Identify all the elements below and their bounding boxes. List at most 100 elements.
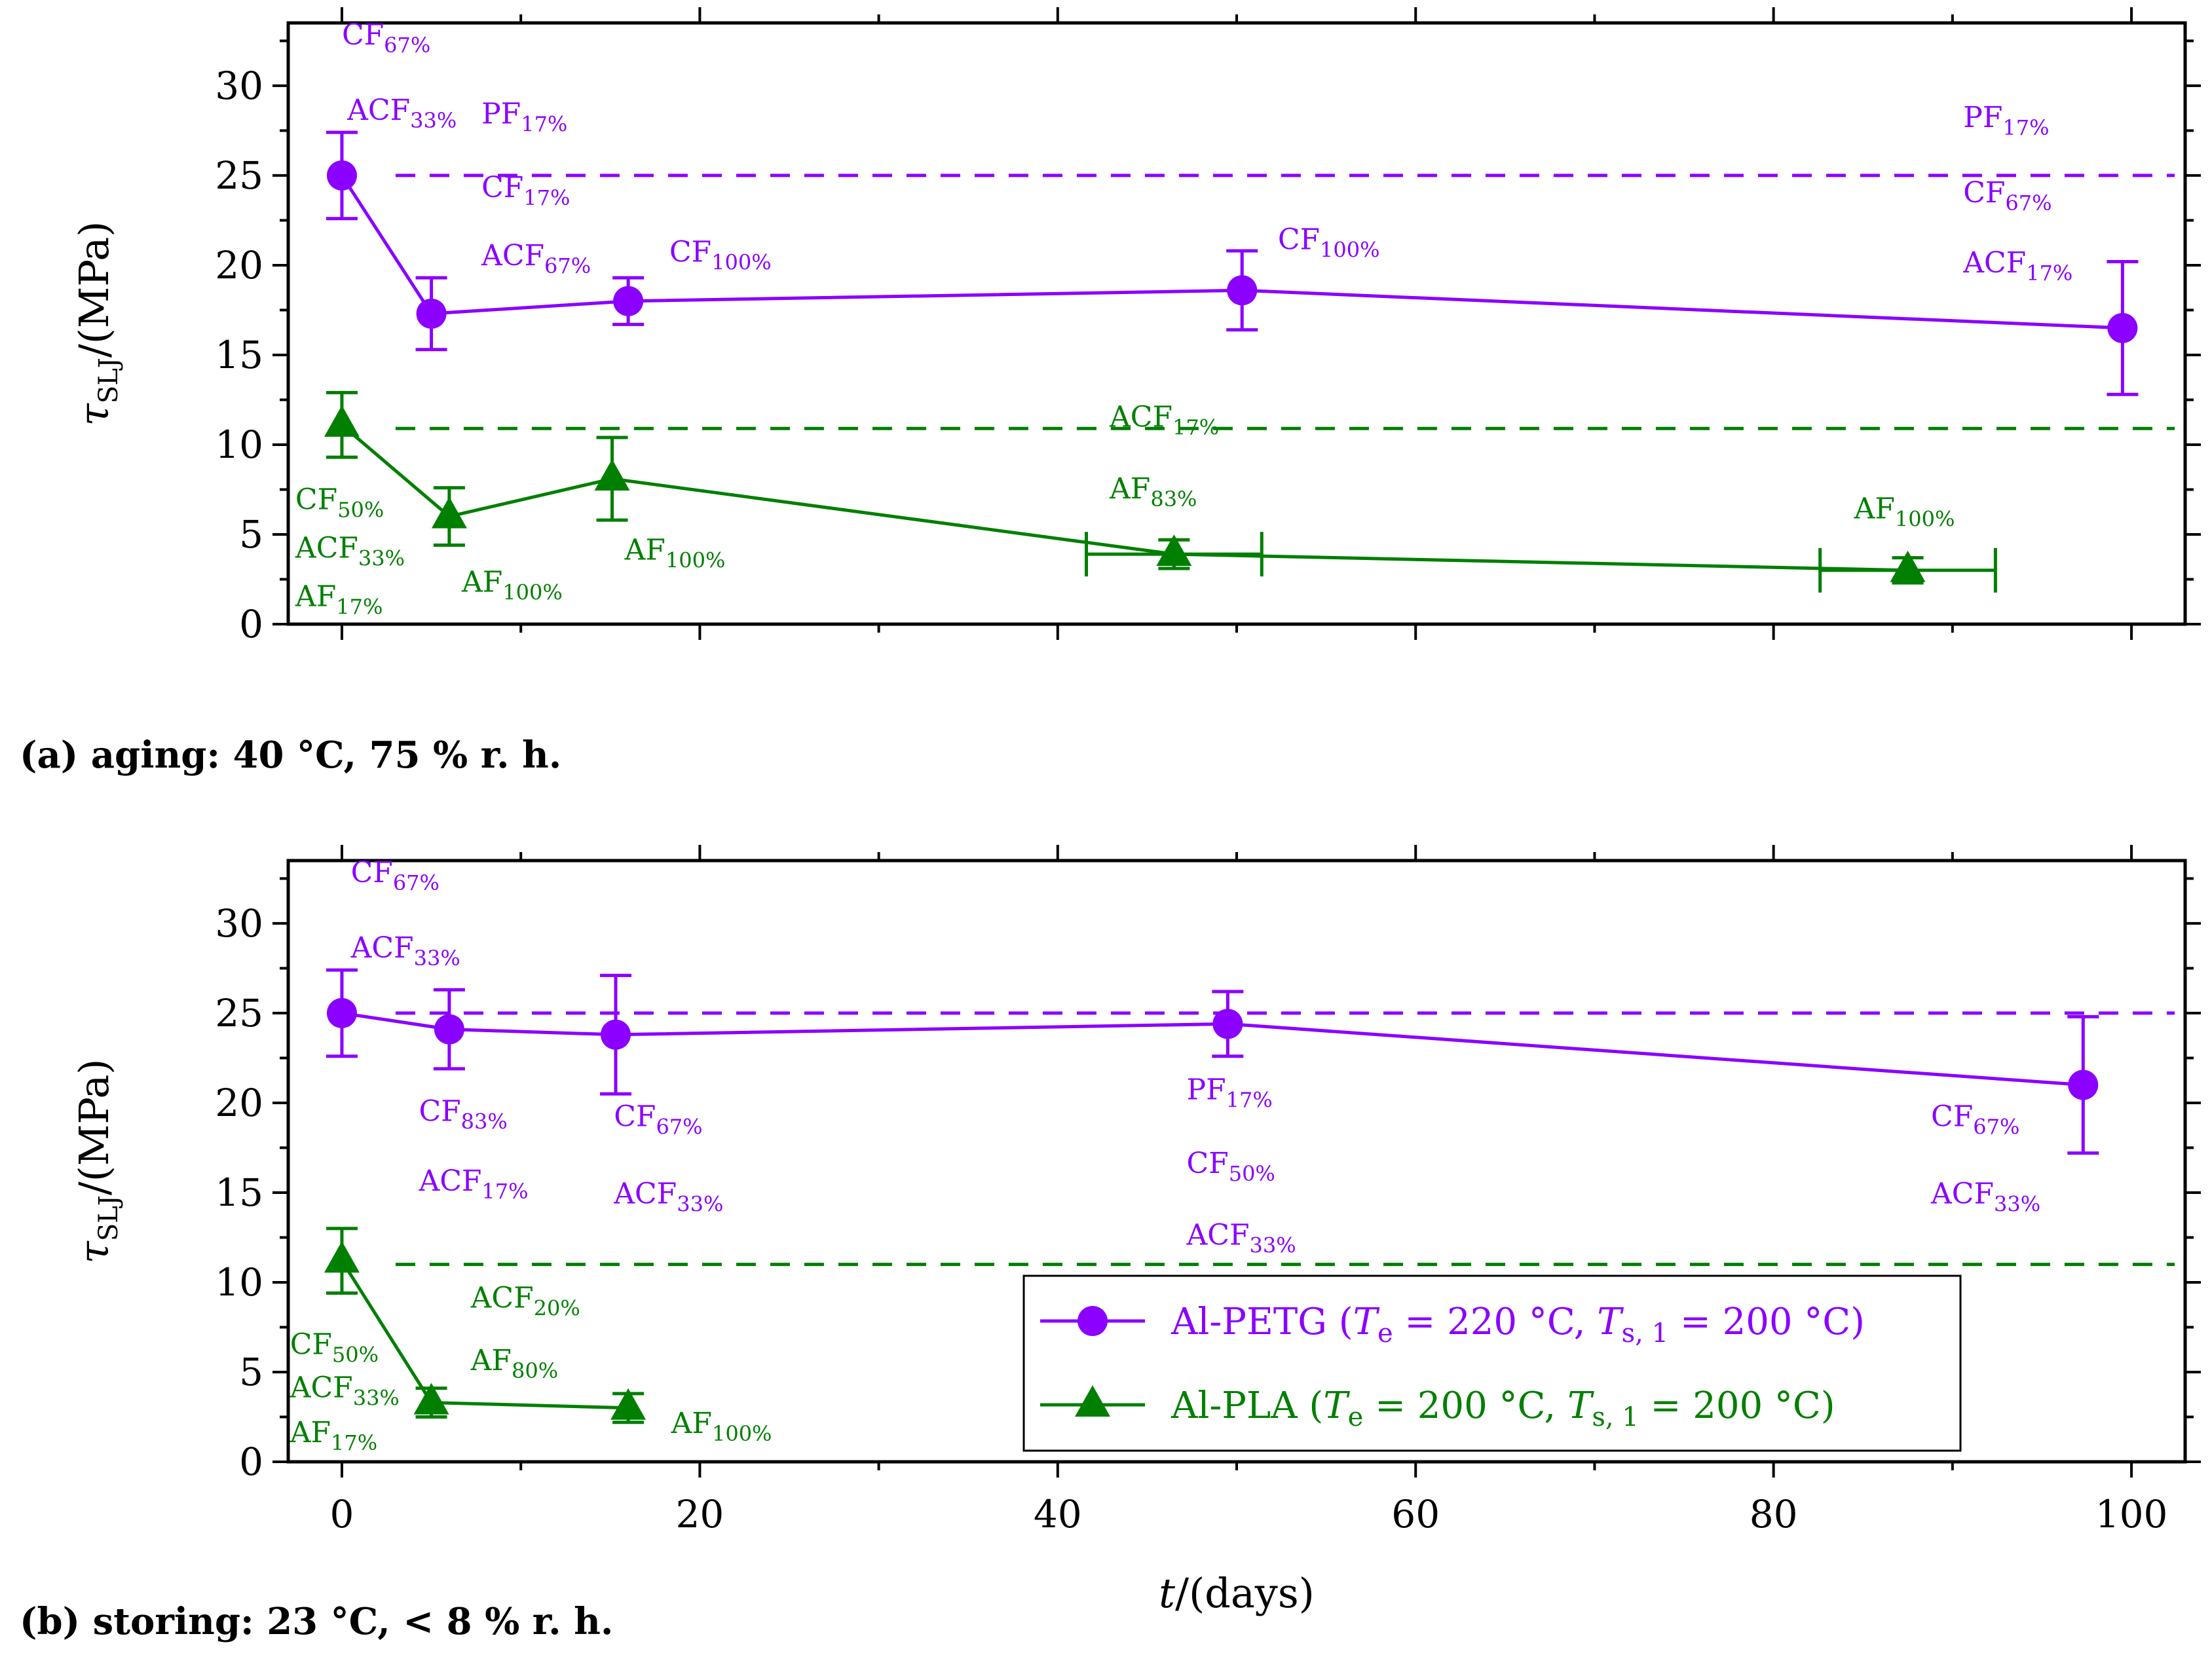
failure-mode-share: 83%: [1150, 487, 1197, 512]
panel-a-caption: (a) aging: 40 °C, 75 % r. h.: [20, 734, 561, 777]
panel-a-y-axis-title: τSLJ/(MPa): [70, 221, 124, 426]
failure-mode-share: 33%: [677, 1191, 723, 1216]
panel-b-failure-mode-label: AF100%: [671, 1407, 772, 1446]
failure-mode: CF: [1187, 1147, 1229, 1180]
failure-mode-share: 67%: [1973, 1115, 2019, 1140]
failure-mode-share: 100%: [665, 548, 725, 572]
panel-b-x-axis-title: t/(days): [1159, 1569, 1315, 1617]
panel-a-y-tick-label: 25: [215, 153, 263, 198]
failure-mode-share: 100%: [502, 580, 562, 605]
panel-a-failure-mode-label: AF100%: [1854, 492, 1955, 531]
failure-mode: CF: [351, 856, 393, 889]
legend-series-name: Al-PLA: [1171, 1385, 1298, 1427]
failure-mode: CF: [290, 1328, 332, 1362]
panel-a-frame: [286, 21, 2187, 626]
panel-a-failure-mode-label: ACF33%: [347, 94, 457, 133]
failure-mode-share: 80%: [512, 1358, 558, 1383]
failure-mode: CF: [342, 18, 384, 52]
legend-label: Al-PETG (Te = 220 °C, Ts, 1 = 200 °C): [1171, 1301, 1865, 1348]
panel-b-failure-mode-label: CF83%: [419, 1094, 507, 1134]
panel-b-al-petg-data-point: [326, 997, 357, 1028]
legend-te-symbol: T: [1323, 1385, 1350, 1427]
panel-a-failure-mode-label: AF100%: [624, 533, 726, 572]
y-axis-unit: /(MPa): [70, 1059, 118, 1196]
panel-b-x-tick-label: 80: [1750, 1492, 1798, 1536]
failure-mode: ACF: [418, 1164, 481, 1198]
failure-mode: CF: [295, 483, 337, 517]
legend-te-subscript: e: [1378, 1318, 1393, 1348]
panel-a-failure-mode-label: CF100%: [669, 235, 772, 274]
failure-mode: AF: [671, 1407, 712, 1440]
panel-a-al-petg-data-point: [326, 160, 357, 191]
panel-b-al-petg-data-point: [434, 1014, 464, 1045]
legend-marker-triangle: [1075, 1385, 1110, 1417]
y-axis-subscript: SLJ: [94, 1195, 124, 1241]
panel-b-failure-mode-label: ACF33%: [1930, 1177, 2040, 1216]
panel-b-caption: (b) storing: 23 °C, < 8 % r. h.: [20, 1600, 613, 1643]
panel-b-al-pla-data-point: [610, 1388, 647, 1420]
failure-mode: AF: [1109, 472, 1150, 506]
failure-mode: ACF: [470, 1281, 534, 1314]
panel-b-al-petg-data-point: [2068, 1070, 2099, 1100]
panel-a-al-pla-data-point: [1156, 534, 1192, 567]
failure-mode-share: 17%: [481, 1179, 528, 1204]
failure-mode-share: 17%: [336, 595, 383, 620]
failure-mode-share: 50%: [332, 1343, 379, 1367]
panel-b-al-petg-data-point: [600, 1019, 631, 1050]
panel-b-failure-mode-label: AF80%: [470, 1344, 558, 1383]
panel-a-failure-mode-label: CF50%: [295, 483, 384, 523]
panel-a-y-tick-label: 0: [239, 602, 263, 646]
panel-a-al-pla-data-point: [324, 405, 360, 437]
panel-a-failure-mode-label: ACF17%: [1962, 246, 2072, 286]
panel-b-failure-mode-label: AF17%: [290, 1416, 377, 1455]
panel-a-failure-mode-label: AF83%: [1109, 472, 1197, 512]
failure-mode-share: 100%: [1895, 506, 1955, 531]
panel-a-y-tick-label: 15: [215, 333, 263, 377]
panel-a-failure-mode-label: AF17%: [295, 580, 383, 620]
panel-a-failure-mode-label: CF100%: [1278, 223, 1380, 262]
panel-b-failure-mode-label: CF67%: [351, 856, 440, 895]
panel-a-y-tick-label: 10: [215, 422, 263, 467]
panel-b-al-pla-data-point: [324, 1241, 360, 1273]
failure-mode-share: 67%: [544, 253, 591, 278]
failure-mode: CF: [481, 171, 523, 204]
failure-mode: ACF: [347, 94, 410, 127]
failure-mode: AF: [295, 580, 336, 614]
legend-ts-value: = 200 °C): [1639, 1385, 1835, 1427]
panel-a-al-pla-data-point: [1890, 550, 1926, 582]
failure-mode: ACF: [295, 532, 358, 565]
panel-b-y-tick-label: 25: [215, 991, 263, 1035]
failure-mode-share: 17%: [1172, 415, 1219, 440]
failure-mode: ACF: [1186, 1218, 1250, 1252]
failure-mode: AF: [624, 533, 665, 567]
legend-paren: (: [1327, 1301, 1353, 1343]
failure-mode-share: 17%: [521, 111, 567, 136]
legend-te-subscript: e: [1348, 1402, 1364, 1432]
legend-marker-circle: [1078, 1306, 1108, 1336]
panel-a-failure-mode-label: PF17%: [481, 97, 567, 136]
panel-a-failure-mode-label: CF17%: [481, 171, 570, 210]
panel-b-failure-mode-label: ACF33%: [613, 1177, 723, 1216]
legend-ts-value: = 200 °C): [1668, 1301, 1865, 1343]
failure-mode-share: 50%: [1229, 1161, 1275, 1186]
failure-mode-share: 17%: [1226, 1087, 1273, 1112]
panel-b-x-tick-label: 40: [1034, 1492, 1082, 1536]
failure-mode: AF: [461, 566, 502, 599]
panel-b-failure-mode-label: ACF17%: [418, 1164, 528, 1204]
y-axis-symbol: τ: [70, 1240, 118, 1263]
failure-mode: PF: [1187, 1073, 1226, 1106]
failure-mode-share: 17%: [2026, 261, 2072, 286]
panel-b-al-pla-data-point: [413, 1383, 449, 1415]
failure-mode-share: 33%: [1249, 1233, 1296, 1257]
failure-mode: ACF: [350, 931, 414, 965]
panel-b-failure-mode-label: ACF33%: [290, 1371, 400, 1410]
legend-frame: [1022, 1274, 1962, 1452]
legend-paren: (: [1298, 1385, 1324, 1427]
failure-mode-share: 33%: [410, 108, 457, 133]
failure-mode-share: 67%: [2005, 191, 2052, 215]
failure-mode: AF: [470, 1344, 512, 1377]
panel-b-failure-mode-label: PF17%: [1187, 1073, 1273, 1112]
panel-b-plot: 0 5 10 15 20 25 30 0 20 40 60 80 100 τSLJ/(MPa) t/(day…: [70, 845, 2201, 1617]
